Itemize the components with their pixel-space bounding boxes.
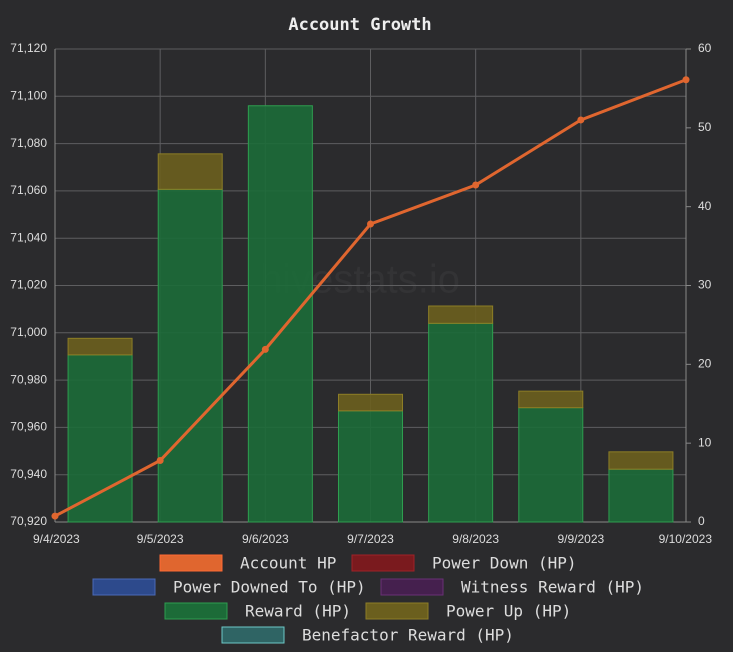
legend-label: Power Downed To (HP) [173,578,366,597]
y-tick-label: 70,940 [10,467,47,481]
bar [608,451,674,470]
bar [608,468,674,523]
bar [67,337,133,356]
legend-label: Benefactor Reward (HP) [302,626,514,645]
point [472,181,480,189]
x-tick-label: 9/5/2023 [137,532,184,546]
bar [338,393,403,412]
x-tick-label: 9/6/2023 [242,532,289,546]
bar [157,153,223,190]
bar [67,354,133,523]
legend-swatch [159,554,223,572]
point [682,76,690,84]
bar [518,390,584,409]
y-tick-label: 71,040 [10,230,47,244]
legend-label: Account HP [240,554,336,573]
legend-label: Power Down (HP) [432,554,577,573]
point [156,457,164,465]
x-tick-label: 9/7/2023 [347,532,394,546]
bar [518,407,584,523]
legend-swatch [351,554,415,572]
y2-tick-label: 30 [698,278,712,292]
legend-swatch [164,602,228,620]
y-tick-label: 71,100 [10,88,47,102]
bar [338,410,403,523]
chart-title: Account Growth [288,15,431,35]
x-tick-label: 9/8/2023 [452,532,499,546]
legend-label: Power Up (HP) [446,602,571,621]
bar [428,305,494,324]
y-tick-label: 71,000 [10,325,47,339]
y-tick-label: 70,920 [10,514,47,528]
x-tick-label: 9/10/2023 [659,532,713,546]
y-tick-label: 70,980 [10,372,47,386]
legend-swatch [365,602,429,620]
point [51,512,59,520]
bar [428,322,494,523]
y-tick-label: 71,080 [10,136,47,150]
y-tick-label: 71,120 [10,41,47,55]
y2-tick-label: 0 [698,514,705,528]
x-tick-label: 9/4/2023 [33,532,80,546]
bar [157,188,223,523]
legend-label: Witness Reward (HP) [461,578,644,597]
bar [247,105,313,523]
y2-tick-label: 50 [698,120,712,134]
y2-tick-label: 20 [698,357,712,371]
point [261,345,269,353]
y2-tick-label: 40 [698,199,712,213]
legend-swatch [380,578,444,596]
legend-swatch [92,578,156,596]
legend-swatch [221,626,285,644]
y-tick-label: 70,960 [10,420,47,434]
y2-tick-label: 10 [698,435,712,449]
legend-label: Reward (HP) [245,602,351,621]
x-tick-label: 9/9/2023 [557,532,604,546]
y2-tick-label: 60 [698,41,712,55]
point [367,220,374,228]
y-tick-label: 71,020 [10,278,47,292]
y-tick-label: 71,060 [10,183,47,197]
point [577,116,585,124]
